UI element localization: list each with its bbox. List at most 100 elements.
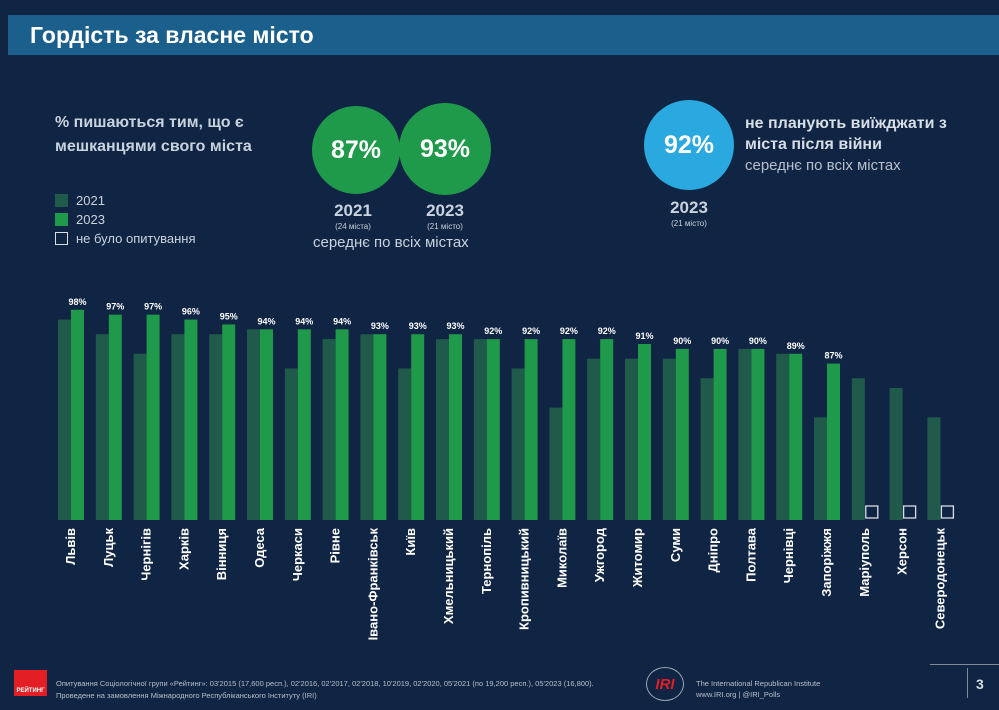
bar-2023-4 xyxy=(222,324,236,520)
no-survey-box-21 xyxy=(865,505,879,519)
bar-2021-15 xyxy=(625,358,638,520)
bar-2021-21 xyxy=(851,378,865,520)
page-title: Гордість за власне місто xyxy=(30,22,314,48)
value-label-2023-9: 93% xyxy=(409,321,427,331)
category-label-2: Чернігів xyxy=(139,528,154,581)
category-label-5: Одеса xyxy=(252,527,267,567)
category-label-12: Кропивницький xyxy=(517,528,532,630)
stay-2023-note: (21 місто) xyxy=(671,219,707,228)
value-label-2023-12: 92% xyxy=(522,326,540,336)
iri-logo: IRI xyxy=(646,667,684,701)
bar-2021-14 xyxy=(587,358,601,520)
legend-item-2023: 2023 xyxy=(55,210,196,229)
avg-2021-circle: 87% xyxy=(312,106,400,194)
avg-2021-note: (24 міста) xyxy=(335,222,371,231)
value-label-2023-14: 92% xyxy=(598,326,616,336)
stay-text: не планують виїжджати з міста після війн… xyxy=(745,115,947,153)
page-divider xyxy=(967,668,968,698)
category-label-21: Маріуполь xyxy=(857,528,872,597)
chart-subtitle: % пишаються тим, що є мешканцями свого м… xyxy=(55,114,252,155)
category-label-13: Миколаїв xyxy=(554,528,569,588)
bar-2021-6 xyxy=(284,368,298,520)
value-label-2023-7: 94% xyxy=(333,316,351,326)
bar-2023-8 xyxy=(373,334,387,520)
bar-2021-8 xyxy=(360,334,374,520)
value-label-2023-19: 89% xyxy=(787,341,805,351)
legend-swatch-no-survey xyxy=(55,232,68,245)
bar-2023-14 xyxy=(600,339,614,520)
iri-links: www.IRI.org | @IRI_Polls xyxy=(696,690,781,699)
bar-2021-1 xyxy=(95,334,109,520)
category-label-8: Івано-Франківськ xyxy=(365,528,380,641)
iri-logo-text: IRI xyxy=(655,675,675,693)
bar-2021-23 xyxy=(927,417,941,520)
category-label-19: Чернівці xyxy=(781,528,796,583)
bar-2021-3 xyxy=(171,334,185,520)
category-label-3: Харків xyxy=(176,528,191,570)
bar-2021-17 xyxy=(700,378,714,520)
avg-2023-year: 2023 xyxy=(426,201,464,220)
bar-2023-10 xyxy=(449,334,462,520)
bar-2023-1 xyxy=(108,314,122,520)
bar-2023-17 xyxy=(713,348,727,520)
bar-2023-9 xyxy=(411,334,425,520)
no-survey-box-22 xyxy=(902,505,917,519)
category-label-18: Полтава xyxy=(743,527,758,582)
bar-2023-0 xyxy=(71,309,84,520)
page-number: 3 xyxy=(976,676,984,692)
value-label-2023-3: 96% xyxy=(182,307,200,317)
bar-2023-6 xyxy=(297,329,311,520)
bar-2023-13 xyxy=(562,339,576,520)
no-survey-box-23 xyxy=(940,505,955,519)
footer-source-line1: Опитування Соціологічної групи «Рейтинг»… xyxy=(56,679,594,688)
category-label-17: Дніпро xyxy=(706,528,721,573)
avg-2021-value: 87% xyxy=(330,135,382,164)
bar-2021-5 xyxy=(247,329,260,520)
bar-2023-16 xyxy=(675,348,689,520)
rating-logo: РЕЙТИНГ xyxy=(14,670,47,696)
value-label-2023-16: 90% xyxy=(673,336,691,346)
iri-info: The International Republican Institute w… xyxy=(696,678,820,700)
value-label-2023-8: 93% xyxy=(371,321,389,331)
value-label-2023-10: 93% xyxy=(446,321,464,331)
category-label-11: Тернопіль xyxy=(479,528,494,594)
bar-2021-7 xyxy=(322,339,336,520)
value-label-2023-17: 90% xyxy=(711,336,729,346)
bar-2021-0 xyxy=(58,319,71,520)
category-label-1: Луцьк xyxy=(101,528,116,567)
title-bar xyxy=(8,15,999,55)
bar-2023-5 xyxy=(260,329,273,520)
bar-2021-16 xyxy=(662,358,676,520)
bar-2021-4 xyxy=(209,334,223,520)
value-label-2023-18: 90% xyxy=(749,336,767,346)
avg-2023-value: 93% xyxy=(419,134,471,163)
value-label-2023-13: 92% xyxy=(560,326,578,336)
bar-2021-22 xyxy=(889,388,903,520)
category-label-22: Херсон xyxy=(895,528,910,575)
avg-caption: середнє по всіх містах xyxy=(313,234,469,251)
value-label-2023-4: 95% xyxy=(220,311,238,321)
value-label-2023-20: 87% xyxy=(824,351,842,361)
legend-label-2023: 2023 xyxy=(76,212,105,227)
bar-2021-11 xyxy=(473,339,487,520)
avg-2021-year: 2021 xyxy=(334,201,372,220)
legend-swatch-2023 xyxy=(55,213,68,226)
bar-2021-18 xyxy=(738,348,752,520)
legend-item-no-survey: не було опитування xyxy=(55,229,196,248)
stay-2023-value: 92% xyxy=(663,130,715,159)
bar-2023-18 xyxy=(751,348,765,520)
iri-name: The International Republican Institute xyxy=(696,679,821,688)
value-label-2023-0: 98% xyxy=(68,297,86,307)
legend-label-no-survey: не було опитування xyxy=(76,231,196,246)
stay-2023-year: 2023 xyxy=(670,198,708,217)
bar-2023-20 xyxy=(827,363,840,520)
legend-item-2021: 2021 xyxy=(55,191,196,210)
category-label-10: Хмельницький xyxy=(441,528,456,624)
bar-2021-10 xyxy=(436,339,449,520)
avg-2023-circle: 93% xyxy=(399,103,491,195)
bar-2023-7 xyxy=(335,329,349,520)
bar-2023-11 xyxy=(486,339,500,520)
value-label-2023-15: 91% xyxy=(635,331,653,341)
